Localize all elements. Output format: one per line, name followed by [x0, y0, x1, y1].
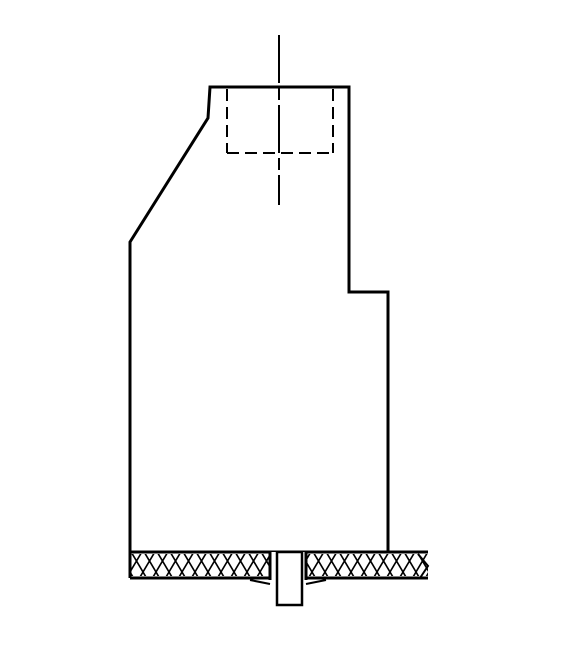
- body-outline: [128, 85, 390, 552]
- hidden-bore: [226, 89, 334, 154]
- fastener-bolt: [249, 550, 327, 607]
